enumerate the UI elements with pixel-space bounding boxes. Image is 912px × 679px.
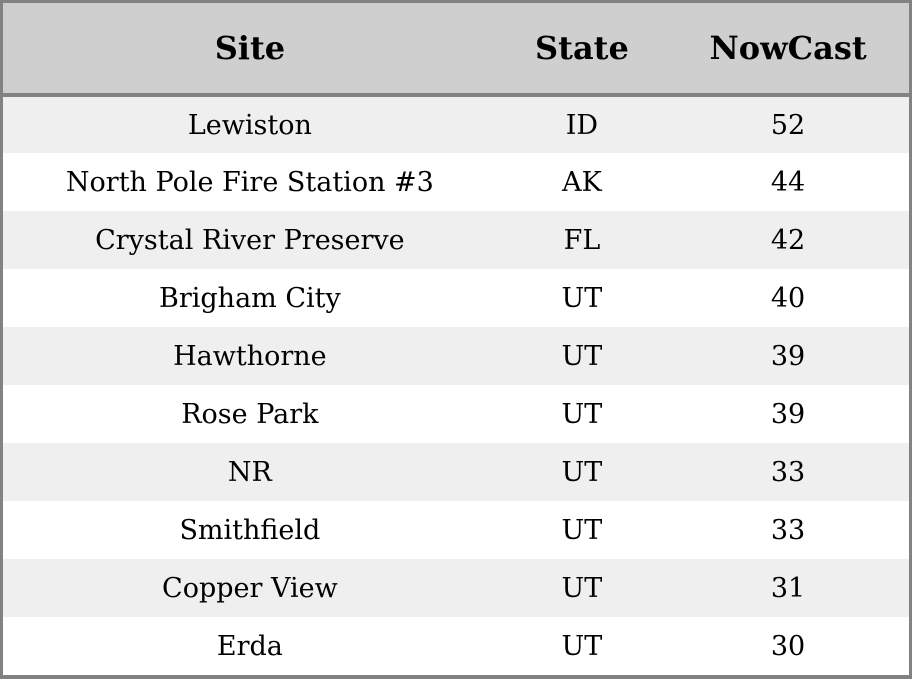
table-row: North Pole Fire Station #3 AK 44 [3,153,909,211]
state-cell: FL [563,224,601,256]
state-cell: ID [565,109,599,141]
nowcast-cell: 31 [770,572,806,604]
site-cell: Hawthorne [173,340,327,372]
table-row: Lewiston ID 52 [3,95,909,153]
nowcast-cell: 40 [770,282,806,314]
site-cell: Lewiston [187,109,312,141]
column-header-state: State [496,3,668,97]
site-cell: North Pole Fire Station #3 [65,166,434,198]
nowcast-cell: 39 [770,398,806,430]
table-row: Brigham City UT 40 [3,269,909,327]
table-row: Crystal River Preserve FL 42 [3,211,909,269]
table-row: Smithfield UT 33 [3,501,909,559]
state-cell: UT [561,514,603,546]
header-row: Site State NowCast [3,3,909,97]
nowcast-cell: 52 [770,109,806,141]
state-cell: UT [561,340,603,372]
site-nowcast-table: Site State NowCast Lewiston ID 52 North Pol… [3,3,909,675]
state-cell: UT [561,282,603,314]
table-row: Rose Park UT 39 [3,385,909,443]
site-cell: Brigham City [159,282,341,314]
nowcast-cell: 42 [770,224,806,256]
site-cell: Copper View [162,572,338,604]
table-row: Hawthorne UT 39 [3,327,909,385]
state-cell: AK [562,166,602,198]
table-row: NR UT 33 [3,443,909,501]
state-cell: UT [561,630,603,662]
nowcast-cell: 39 [770,340,806,372]
nowcast-cell: 44 [770,166,806,198]
state-cell: UT [561,572,603,604]
site-cell: Rose Park [181,398,319,430]
state-cell: UT [561,398,603,430]
table-row: Copper View UT 31 [3,559,909,617]
site-cell: NR [227,456,272,488]
site-cell: Erda [216,630,283,662]
column-header-nowcast: NowCast [667,3,909,97]
site-cell: Crystal River Preserve [95,224,405,256]
state-cell: UT [561,456,603,488]
table-header: Site State NowCast [3,3,909,97]
table-row: Erda UT 30 [3,617,909,675]
site-cell: Smithfield [179,514,321,546]
nowcast-cell: 30 [770,630,806,662]
column-header-site: Site [3,3,497,97]
nowcast-cell: 33 [770,456,806,488]
table-body: Lewiston ID 52 North Pole Fire Station #3 AK… [3,95,909,675]
nowcast-cell: 33 [770,514,806,546]
